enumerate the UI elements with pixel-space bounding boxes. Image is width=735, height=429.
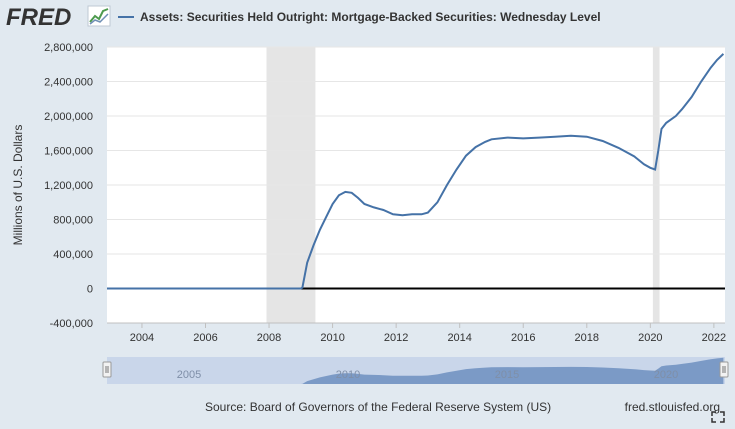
navigator-label-2015: 2015 (495, 369, 519, 381)
y-axis-label: Millions of U.S. Dollars (11, 125, 25, 246)
fred-logo-graph-icon (87, 5, 111, 27)
grip-handle-icon (722, 366, 726, 373)
navigator-left-handle[interactable] (102, 361, 112, 378)
fullscreen-icon[interactable] (711, 411, 725, 423)
y-tick-label-2: 400,000 (53, 249, 93, 261)
x-tick-label-3: 2010 (320, 332, 344, 344)
y-tick-label-5: 1,600,000 (44, 146, 93, 158)
y-axis-ticks: -400,000 0 400,000 800,000 1,200,000 1,600,00… (44, 42, 93, 330)
y-tick-label-4: 1,200,000 (44, 180, 93, 192)
x-tick-label-7: 2018 (575, 332, 599, 344)
grip-handle-icon (105, 366, 109, 373)
series-line-mbs[interactable] (107, 53, 725, 290)
navigator[interactable]: 2005 2010 2015 2020 (102, 357, 729, 384)
navigator-label-2005: 2005 (177, 369, 201, 381)
y-tick-label-6: 2,000,000 (44, 111, 93, 123)
navigator-right-handle[interactable] (719, 361, 729, 378)
y-tick-label-1: 0 (87, 284, 93, 296)
y-tick-label-3: 800,000 (53, 215, 93, 227)
x-tick-label-1: 2006 (193, 332, 217, 344)
source-note: Source: Board of Governors of the Federa… (205, 400, 551, 414)
x-tick-label-4: 2012 (384, 332, 408, 344)
x-tick-label-2: 2008 (257, 332, 281, 344)
y-tick-label-8: 2,800,000 (44, 42, 93, 54)
legend-label[interactable]: Assets: Securities Held Outright: Mortga… (140, 10, 601, 24)
x-tick-label-5: 2014 (447, 332, 471, 344)
x-tick-label-6: 2016 (511, 332, 535, 344)
navigator-label-2010: 2010 (336, 369, 360, 381)
fred-logo-text[interactable]: FRED (6, 4, 71, 31)
navigator-label-2020: 2020 (654, 369, 678, 381)
site-link[interactable]: fred.stlouisfed.org (625, 400, 720, 414)
x-axis-ticks: 2004 2006 2008 2010 2012 2014 2016 2018 2020 2022 (130, 323, 726, 344)
x-tick-label-0: 2004 (130, 332, 154, 344)
y-tick-label-0: -400,000 (50, 318, 93, 330)
x-tick-label-9: 2022 (702, 332, 726, 344)
navigator-series-area (107, 357, 724, 384)
y-tick-label-7: 2,400,000 (44, 77, 93, 89)
x-tick-label-8: 2020 (638, 332, 662, 344)
